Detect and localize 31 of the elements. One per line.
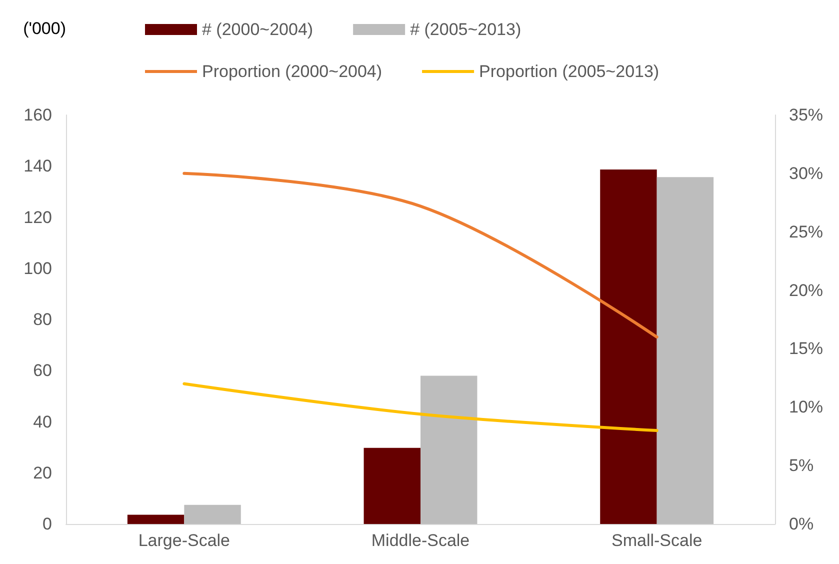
y2-tick-label: 5% (789, 456, 814, 476)
bar (656, 177, 714, 524)
y-tick-label: 140 (24, 156, 52, 176)
y-tick-label: 120 (24, 208, 52, 227)
y-axis-title: ('000) (23, 19, 66, 38)
y-tick-label: 20 (33, 463, 52, 482)
legend-label: Proportion (2005~2013) (479, 62, 660, 81)
y-tick-label: 80 (33, 310, 52, 329)
y2-tick-label: 30% (789, 164, 824, 183)
y2-tick-label: 25% (789, 222, 824, 242)
x-tick-label: Middle-Scale (371, 531, 470, 550)
y2-tick-label: 35% (789, 106, 824, 124)
y-tick-label: 160 (24, 106, 52, 124)
y2-tick-label: 0% (789, 514, 814, 534)
x-tick-label: Small-Scale (611, 531, 702, 550)
legend-label: # (2005~2013) (410, 20, 522, 39)
legend-label: Proportion (2000~2004) (202, 62, 382, 81)
y2-tick-label: 15% (789, 339, 824, 358)
legend-label: # (2000~2004) (202, 20, 314, 39)
y-tick-label: 40 (33, 412, 52, 432)
bar (600, 169, 657, 524)
y2-tick-label: 20% (789, 280, 824, 300)
x-tick-label: Large-Scale (138, 531, 230, 550)
y-tick-label: 0 (42, 514, 52, 534)
bar (127, 514, 184, 524)
y-tick-label: 100 (24, 258, 52, 278)
y2-tick-label: 10% (789, 398, 824, 417)
bar (364, 448, 420, 524)
bar (184, 504, 241, 524)
y-tick-label: 60 (33, 361, 52, 380)
bar (420, 376, 478, 524)
